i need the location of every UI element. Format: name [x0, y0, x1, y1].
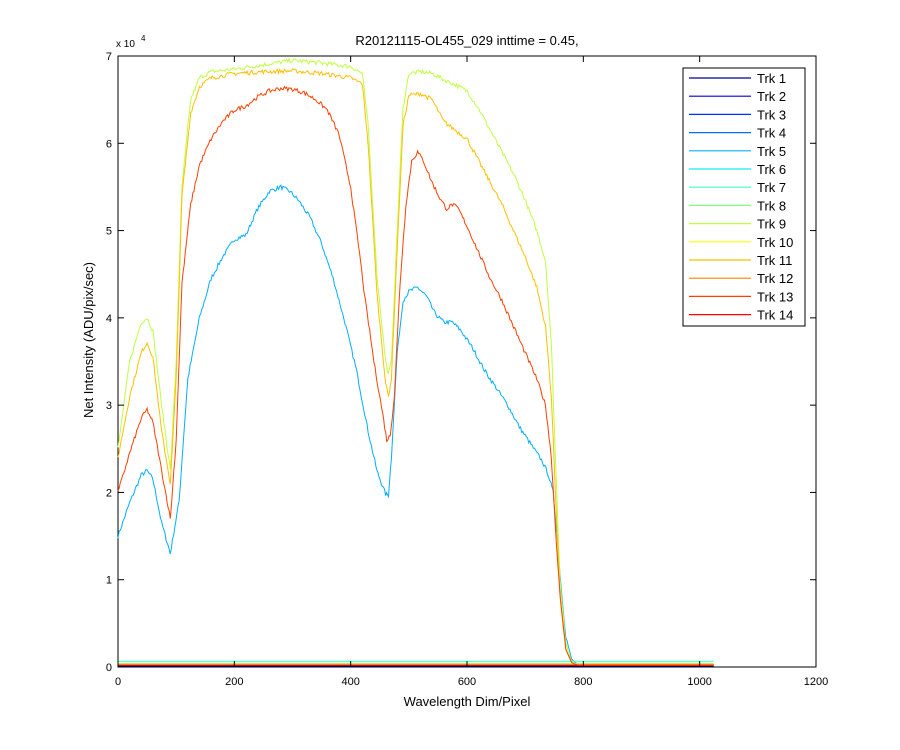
legend-label: Trk 10: [757, 235, 793, 250]
y-tick-label: 7: [106, 51, 112, 63]
x-tick-label: 800: [574, 676, 592, 688]
legend-box: [682, 67, 806, 327]
series-layer: [117, 57, 714, 667]
y-tick-label: 6: [106, 138, 112, 150]
chart-title: R20121115-OL455_029 inttime = 0.45,: [355, 33, 578, 48]
legend-label: Trk 2: [757, 89, 786, 104]
legend-label: Trk 7: [757, 180, 786, 195]
x-tick-label: 0: [115, 676, 121, 688]
x-tick-label: 600: [458, 676, 476, 688]
y-tick-label: 4: [106, 313, 112, 325]
legend-label: Trk 3: [757, 107, 786, 122]
x-tick-label: 400: [341, 676, 359, 688]
legend-label: Trk 12: [757, 271, 793, 286]
legend-label: Trk 14: [757, 308, 793, 323]
legend-label: Trk 1: [757, 71, 786, 86]
x-tick-label: 200: [225, 676, 243, 688]
x-tick-label: 1000: [687, 676, 711, 688]
x-axis-label: Wavelength Dim/Pixel: [404, 694, 531, 709]
y-tick-label: 0: [106, 662, 112, 674]
legend-label: Trk 6: [757, 162, 786, 177]
legend-label: Trk 4: [757, 126, 786, 141]
y-exponent-label: x 10: [116, 39, 135, 50]
x-tick-label: 1200: [804, 676, 828, 688]
legend-label: Trk 9: [757, 217, 786, 232]
legend: Trk 1 Trk 2 Trk 3 Trk 4 Trk 5 Trk 6 Trk 7 Trk 8…: [682, 67, 806, 327]
ticks-layer: 0 200 400 600 800 1000 1200 0 1 2 3 4 5 6 7: [106, 51, 828, 688]
legend-label: Trk 13: [757, 289, 793, 304]
y-tick-label: 2: [106, 487, 112, 499]
y-tick-label: 5: [106, 226, 112, 238]
y-tick-label: 3: [106, 400, 112, 412]
y-axis-label: Net Intensity (ADU/pix/sec): [81, 262, 96, 418]
legend-label: Trk 5: [757, 144, 786, 159]
y-tick-label: 1: [106, 575, 112, 587]
legend-label: Trk 11: [757, 253, 792, 268]
y-exponent-power: 4: [141, 34, 146, 43]
legend-label: Trk 8: [757, 198, 786, 213]
